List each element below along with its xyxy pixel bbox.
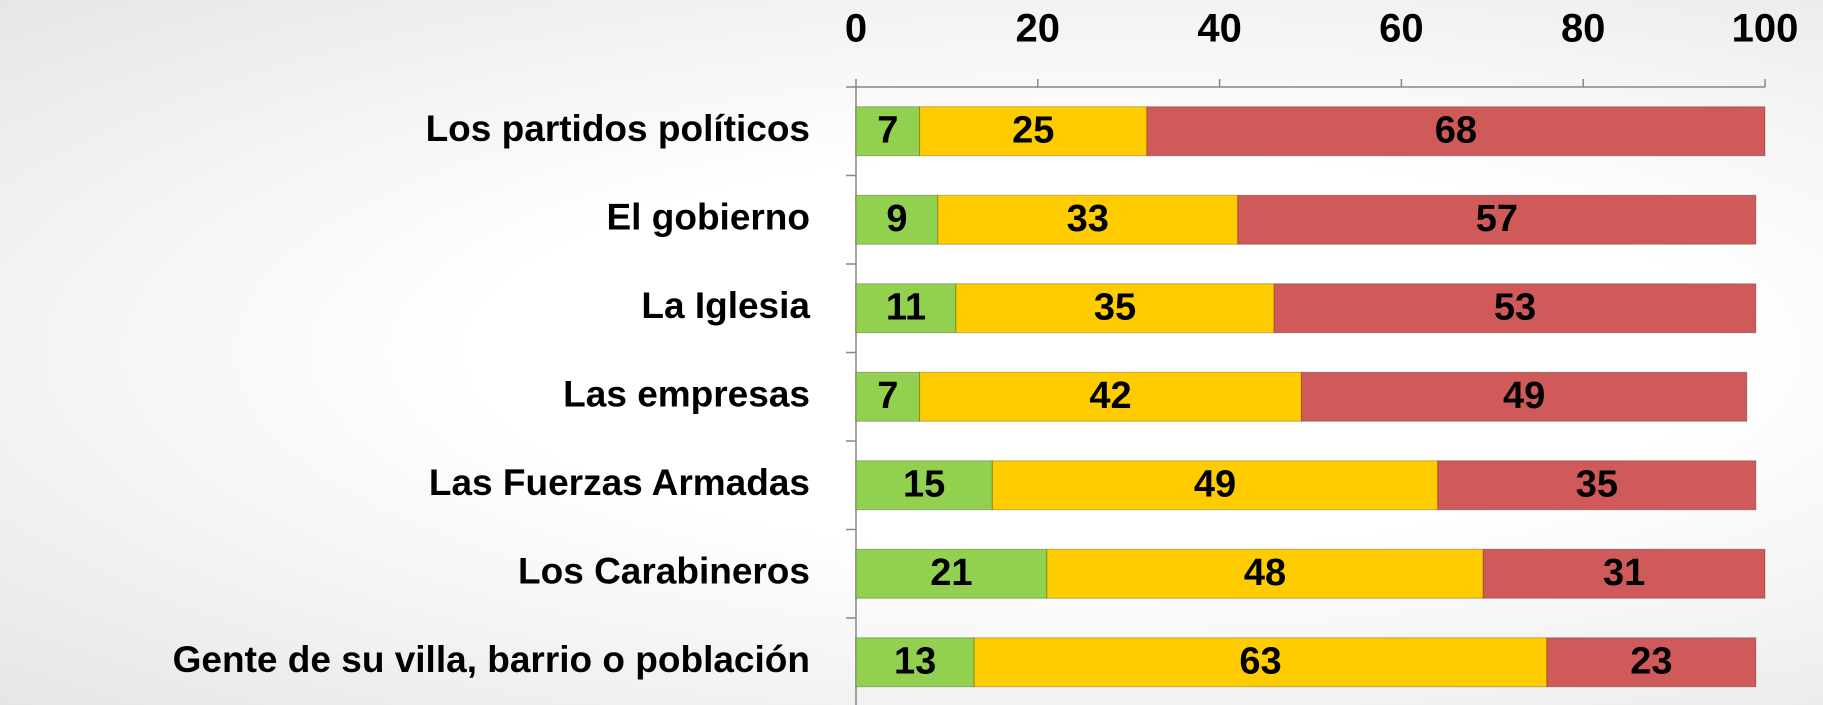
y-tick-label: Las empresas bbox=[563, 374, 810, 415]
bar-segment bbox=[937, 194, 1239, 245]
x-tick-label: 40 bbox=[1197, 7, 1242, 51]
data-label: 63 bbox=[1239, 640, 1281, 682]
bar-segment bbox=[855, 194, 939, 245]
bar-segment bbox=[855, 460, 993, 511]
bar-segment bbox=[955, 283, 1275, 334]
y-tick-label: La Iglesia bbox=[641, 285, 810, 326]
bar-segment bbox=[1273, 283, 1757, 334]
bar-segment bbox=[855, 283, 957, 334]
data-label: 49 bbox=[1503, 375, 1545, 417]
bar-segment bbox=[855, 637, 975, 688]
data-label: 15 bbox=[903, 463, 945, 505]
bar-segment bbox=[1300, 371, 1748, 422]
data-label: 31 bbox=[1603, 552, 1645, 594]
data-label: 7 bbox=[877, 375, 898, 417]
bar-segment bbox=[919, 371, 1302, 422]
bar-segment bbox=[1437, 460, 1757, 511]
bar-segment bbox=[1482, 548, 1766, 599]
data-label: 57 bbox=[1476, 198, 1518, 240]
y-tick-label: Los partidos políticos bbox=[426, 108, 810, 149]
data-label: 13 bbox=[894, 640, 936, 682]
y-tick-label: Los Carabineros bbox=[518, 551, 810, 592]
data-label: 9 bbox=[886, 198, 907, 240]
data-label: 11 bbox=[886, 286, 926, 328]
bar-segment bbox=[991, 460, 1439, 511]
bar-segment bbox=[855, 106, 921, 157]
data-label: 25 bbox=[1012, 109, 1054, 151]
data-label: 7 bbox=[877, 109, 898, 151]
y-tick-label: Gente de su villa, barrio o población bbox=[173, 639, 810, 680]
data-label: 35 bbox=[1094, 286, 1136, 328]
data-label: 33 bbox=[1067, 198, 1109, 240]
bar-segment bbox=[1046, 548, 1484, 599]
bar-segment bbox=[1146, 106, 1766, 157]
bar-segment bbox=[973, 637, 1548, 688]
data-label: 53 bbox=[1494, 286, 1536, 328]
data-label: 35 bbox=[1576, 463, 1618, 505]
data-label: 68 bbox=[1435, 109, 1477, 151]
y-tick-label: Las Fuerzas Armadas bbox=[429, 462, 810, 503]
y-tick-label: El gobierno bbox=[607, 197, 811, 238]
x-tick-label: 20 bbox=[1016, 7, 1061, 51]
x-tick-label: 60 bbox=[1379, 7, 1424, 51]
data-label: 23 bbox=[1630, 640, 1672, 682]
bar-segment bbox=[1546, 637, 1757, 688]
x-tick-label: 80 bbox=[1561, 7, 1606, 51]
data-label: 21 bbox=[930, 552, 972, 594]
bar-segment bbox=[1237, 194, 1757, 245]
data-label: 48 bbox=[1244, 552, 1286, 594]
data-label: 42 bbox=[1089, 375, 1131, 417]
x-tick-label: 0 bbox=[845, 7, 867, 51]
data-label: 49 bbox=[1194, 463, 1236, 505]
x-tick-label: 100 bbox=[1732, 7, 1799, 51]
